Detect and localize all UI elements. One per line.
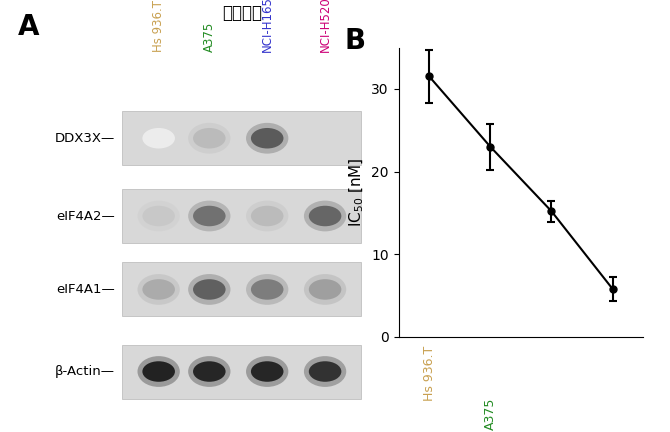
Ellipse shape [142, 206, 175, 226]
Text: eIF4A1—: eIF4A1— [56, 283, 115, 296]
FancyBboxPatch shape [123, 189, 361, 243]
Text: がん細胞: がん細胞 [222, 4, 262, 22]
Ellipse shape [142, 279, 175, 300]
Ellipse shape [193, 361, 226, 382]
Ellipse shape [193, 279, 226, 300]
Text: DDX3X—: DDX3X— [55, 132, 115, 145]
Ellipse shape [188, 123, 230, 154]
Ellipse shape [246, 123, 288, 154]
Ellipse shape [251, 128, 283, 149]
Text: NCI-H1650: NCI-H1650 [261, 0, 274, 52]
Text: NCI-H520: NCI-H520 [318, 0, 332, 52]
Ellipse shape [142, 361, 175, 382]
Text: B: B [345, 27, 366, 55]
Ellipse shape [309, 361, 342, 382]
Ellipse shape [188, 274, 230, 305]
Text: eIF4A2—: eIF4A2— [56, 210, 115, 222]
Ellipse shape [304, 200, 346, 232]
Ellipse shape [137, 356, 180, 387]
Ellipse shape [309, 206, 342, 226]
Text: A375: A375 [203, 22, 216, 52]
Ellipse shape [137, 200, 180, 232]
Ellipse shape [304, 123, 346, 154]
Text: β-Actin—: β-Actin— [55, 365, 115, 378]
Ellipse shape [251, 361, 283, 382]
Ellipse shape [188, 200, 230, 232]
Ellipse shape [137, 274, 180, 305]
Ellipse shape [309, 279, 342, 300]
FancyBboxPatch shape [123, 263, 361, 316]
Ellipse shape [246, 200, 288, 232]
Ellipse shape [309, 128, 342, 149]
Ellipse shape [193, 206, 226, 226]
Ellipse shape [246, 274, 288, 305]
Text: Hs 936.T: Hs 936.T [423, 346, 436, 401]
Text: A375: A375 [484, 398, 497, 430]
Text: A: A [17, 13, 39, 41]
Text: Hs 936.T: Hs 936.T [152, 0, 165, 52]
Y-axis label: IC$_{50}$ [nM]: IC$_{50}$ [nM] [347, 157, 366, 227]
Ellipse shape [304, 356, 346, 387]
Ellipse shape [142, 128, 175, 149]
Ellipse shape [193, 128, 226, 149]
FancyBboxPatch shape [123, 345, 361, 398]
Ellipse shape [188, 356, 230, 387]
Ellipse shape [304, 274, 346, 305]
FancyBboxPatch shape [123, 111, 361, 165]
Ellipse shape [246, 356, 288, 387]
Ellipse shape [251, 279, 283, 300]
Ellipse shape [251, 206, 283, 226]
